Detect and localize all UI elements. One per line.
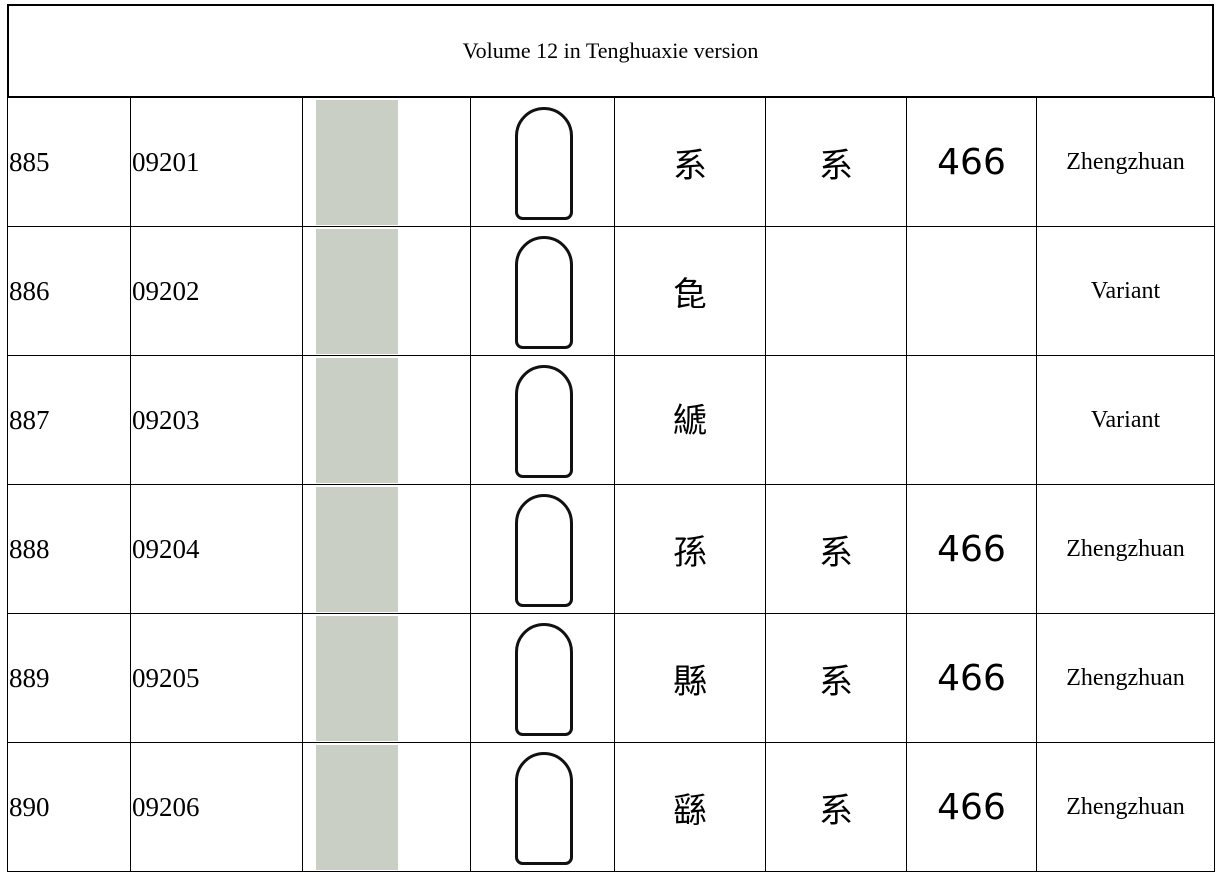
- radical-number: 466: [937, 786, 1006, 828]
- seal-glyph: [515, 107, 573, 220]
- scan-image: [316, 358, 398, 483]
- seal-glyph: [515, 752, 573, 865]
- seal-glyph: [515, 494, 573, 607]
- entry-number: 887: [9, 404, 50, 435]
- radical: 系: [819, 532, 853, 573]
- code: 09203: [132, 404, 200, 435]
- modern-char: 孫: [673, 532, 707, 573]
- entry-number: 888: [9, 533, 50, 564]
- modern-char: 系: [673, 145, 707, 186]
- radical: 系: [819, 145, 853, 186]
- radical-number: 466: [937, 657, 1006, 699]
- seal-glyph: [515, 236, 573, 349]
- modern-char: 縣: [673, 661, 707, 702]
- table-cell: [1036, 742, 1215, 872]
- entry-type: Variant: [1090, 277, 1161, 304]
- radical-number: 466: [937, 141, 1006, 183]
- table-title: Volume 12 in Tenghuaxie version: [462, 38, 759, 63]
- radical-number: [906, 226, 1037, 356]
- radical-number: [906, 355, 1037, 485]
- scan-image: [316, 229, 398, 354]
- entry-type: Zhengzhuan: [1066, 148, 1185, 175]
- radical: [765, 355, 907, 485]
- modern-char: 𦃇: [673, 400, 707, 441]
- radical-number: 466: [937, 528, 1006, 570]
- scan-image: [316, 100, 398, 225]
- seal-glyph: [515, 365, 573, 478]
- modern-char: 繇: [673, 790, 707, 831]
- scan-image: [316, 616, 398, 741]
- code: 09202: [132, 275, 200, 306]
- entry-type: Zhengzhuan: [1066, 793, 1185, 820]
- entry-type: Variant: [1090, 406, 1161, 433]
- entry-number: 889: [9, 662, 50, 693]
- code: 09206: [132, 791, 200, 822]
- modern-char: 㲋: [673, 274, 707, 315]
- code: 09204: [132, 533, 200, 564]
- scan-image: [316, 745, 398, 870]
- radical: 系: [819, 790, 853, 831]
- code: 09201: [132, 146, 200, 177]
- seal-glyph: [515, 623, 573, 736]
- radical: [765, 226, 907, 356]
- radical: 系: [819, 661, 853, 702]
- entry-type: Zhengzhuan: [1066, 535, 1185, 562]
- entry-type: Zhengzhuan: [1066, 664, 1185, 691]
- header-cell: Volume 12 in Tenghuaxie version: [7, 4, 1214, 98]
- scan-image: [316, 487, 398, 612]
- entry-number: 886: [9, 275, 50, 306]
- entry-number: 885: [9, 146, 50, 177]
- code: 09205: [132, 662, 200, 693]
- entry-number: 890: [9, 791, 50, 822]
